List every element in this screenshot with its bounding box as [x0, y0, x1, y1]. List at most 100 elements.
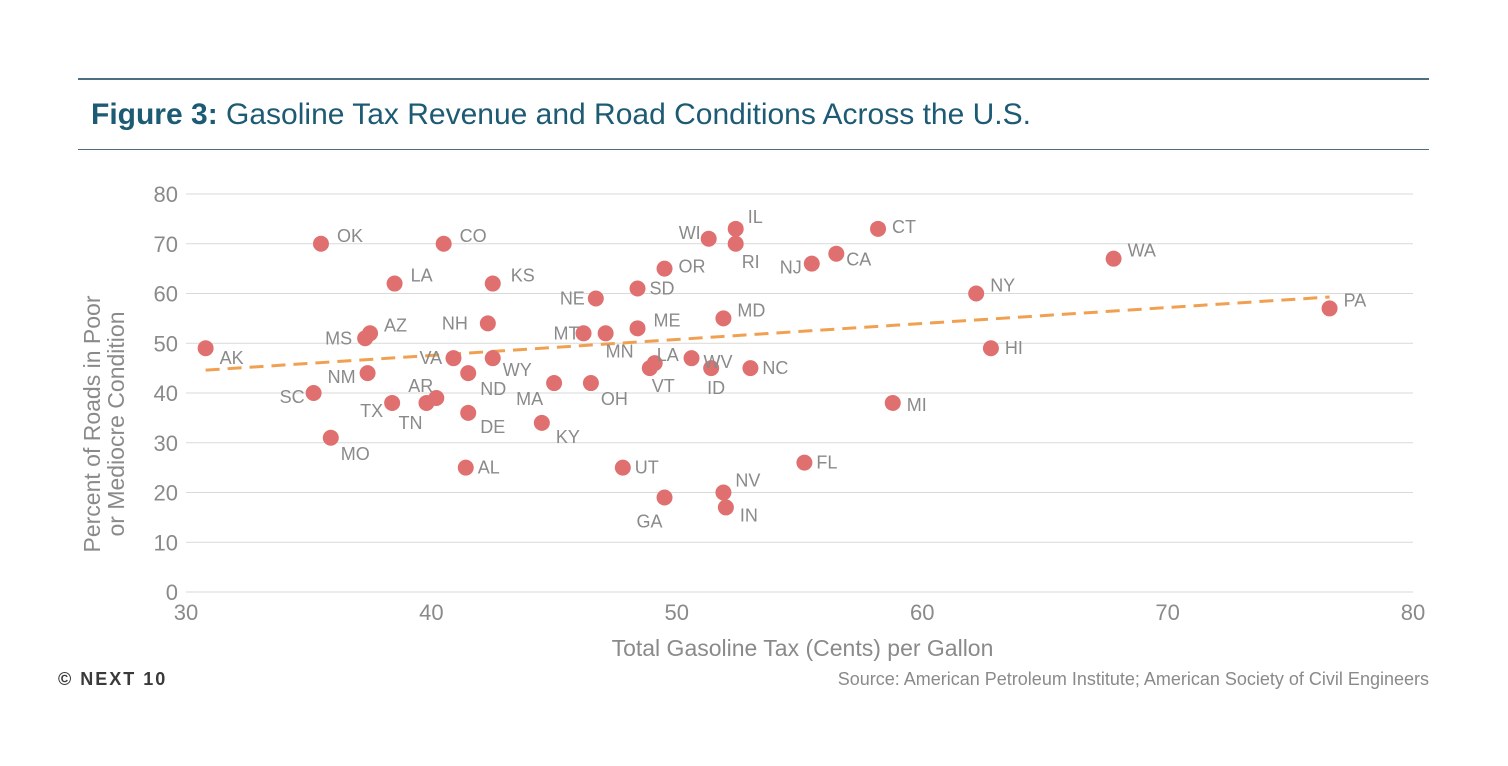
x-axis-label: Total Gasoline Tax (Cents) per Gallon: [612, 635, 994, 661]
point-wy: [484, 350, 501, 367]
point-ut: [614, 459, 631, 476]
y-axis-label: or Mediocre Condition: [103, 311, 129, 536]
point-ok: [312, 235, 329, 252]
point-label: OR: [679, 257, 706, 277]
point-label: VT: [652, 376, 675, 396]
point-label: WV: [704, 352, 733, 372]
point-vt: [641, 360, 658, 377]
point-label: KY: [556, 427, 580, 447]
point-nm: [359, 365, 376, 382]
y-axis-label: Percent of Roads in Poor: [79, 295, 105, 552]
x-tick-label: 30: [174, 600, 198, 625]
point-ca: [828, 245, 845, 262]
point-label: NE: [560, 288, 585, 308]
point-ak: [197, 340, 214, 357]
x-tick-label: 70: [1155, 600, 1179, 625]
point-wi: [700, 230, 717, 247]
point-wv: [683, 350, 700, 367]
point-label: MT: [554, 323, 580, 343]
chart-title: Figure 3: Gasoline Tax Revenue and Road …: [91, 98, 1031, 132]
point-label: OK: [337, 226, 363, 246]
point-label: NH: [442, 313, 468, 333]
point-label: FL: [816, 453, 837, 473]
title-top-rule: [78, 78, 1429, 80]
point-sc: [305, 385, 322, 401]
point-az: [362, 325, 379, 342]
point-label: AL: [478, 458, 500, 478]
point-nd: [460, 365, 477, 382]
point-label: ME: [654, 310, 681, 330]
point-tx: [384, 394, 401, 411]
point-ks: [484, 275, 501, 292]
point-label: OH: [601, 389, 628, 409]
point-label: MA: [516, 389, 543, 409]
axes: 0 10 20 30 40 50 60 70 80 30 40 50 60 70 80 Total Gasol…: [79, 182, 1425, 661]
point-mn: [597, 325, 614, 342]
point-id: [703, 360, 720, 377]
point-in: [717, 499, 734, 516]
point-label: TX: [360, 401, 383, 421]
point-label: NJ: [780, 258, 802, 278]
point-nh: [479, 315, 496, 332]
trendline-layer: [205, 295, 1330, 372]
point-label: DE: [480, 417, 505, 437]
point-ma: [546, 375, 563, 392]
y-tick-label: 50: [154, 331, 178, 356]
point-tn: [418, 394, 435, 411]
point-va: [445, 350, 462, 367]
point-al: [457, 459, 474, 476]
point-ny: [968, 285, 985, 302]
point-label: NV: [735, 471, 760, 491]
point-label: LA: [411, 266, 433, 286]
y-tick-label: 0: [166, 580, 178, 605]
point-nc: [742, 360, 759, 377]
point-wa: [1105, 250, 1122, 267]
point-label: VA: [419, 348, 442, 368]
point-co: [435, 235, 452, 252]
point-label: SD: [650, 279, 675, 299]
point-me: [629, 320, 646, 337]
point-label: MI: [907, 395, 927, 415]
point-label: ID: [707, 378, 725, 398]
point-oh: [582, 375, 599, 392]
point-label: UT: [635, 458, 659, 478]
point-label: CT: [892, 217, 916, 237]
point-label: PA: [1344, 290, 1367, 310]
point-label: CO: [460, 226, 487, 246]
figure-label: Figure 3:: [91, 98, 218, 131]
y-tick-label: 10: [154, 530, 178, 555]
point-label: KS: [511, 266, 535, 286]
point-label: AR: [408, 376, 433, 396]
point-label: GA: [637, 511, 663, 531]
point-label: RI: [742, 252, 760, 272]
title-bottom-rule: [78, 149, 1429, 150]
point-nj: [803, 255, 820, 272]
point-ne: [587, 290, 604, 307]
point-sd: [629, 280, 646, 297]
next10-credit: © NEXT 10: [58, 669, 168, 689]
point-label: ND: [480, 379, 506, 399]
point-ct: [870, 220, 887, 237]
point-label: SC: [280, 387, 305, 407]
point-label: MD: [737, 300, 765, 320]
point-ky: [533, 414, 550, 431]
point-mt: [575, 325, 592, 342]
point-label: IN: [740, 505, 758, 525]
point-label: NM: [328, 367, 356, 387]
point-label: LA: [657, 345, 679, 365]
x-tick-label: 50: [665, 600, 689, 625]
trendline: [205, 295, 1330, 372]
x-tick-label: 60: [910, 600, 934, 625]
point-label: AZ: [384, 315, 407, 335]
point-fl: [796, 454, 813, 471]
point-label: IL: [748, 207, 763, 227]
point-label: WI: [679, 223, 701, 243]
y-tick-label: 70: [154, 232, 178, 257]
point-label: TN: [398, 413, 422, 433]
point-md: [715, 310, 732, 327]
y-tick-label: 80: [154, 182, 178, 207]
point-nv: [715, 484, 732, 501]
point-pa: [1321, 300, 1338, 317]
point-label: CA: [846, 250, 871, 270]
